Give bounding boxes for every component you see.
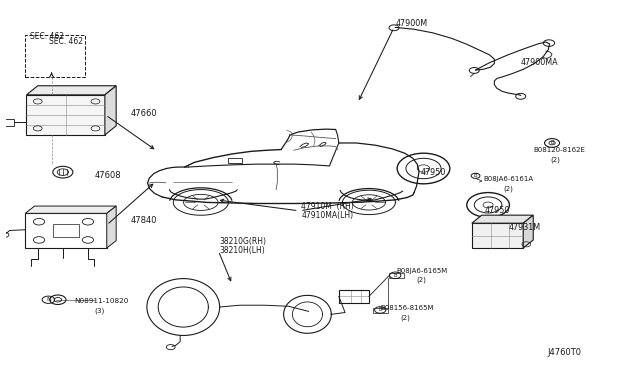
- Text: (2): (2): [551, 157, 561, 163]
- Bar: [339, 289, 369, 304]
- Text: B08156-8165M: B08156-8165M: [380, 305, 434, 311]
- Text: J4760T0: J4760T0: [547, 349, 581, 357]
- Bar: [472, 223, 524, 248]
- Text: 38210H(LH): 38210H(LH): [220, 246, 266, 256]
- Bar: [228, 158, 242, 163]
- Polygon shape: [25, 206, 116, 214]
- Bar: [3, 119, 14, 126]
- Bar: [54, 224, 79, 237]
- Text: 47660: 47660: [131, 109, 157, 118]
- Text: B: B: [474, 173, 477, 178]
- Text: 47931M: 47931M: [508, 224, 540, 232]
- Text: SEC. 462: SEC. 462: [49, 38, 83, 46]
- Bar: [25, 214, 107, 248]
- Text: (2): (2): [417, 277, 426, 283]
- Text: B: B: [550, 141, 554, 145]
- Text: 47608: 47608: [94, 171, 121, 180]
- Text: 47950: 47950: [484, 206, 509, 215]
- Text: (3): (3): [94, 307, 104, 314]
- Text: B08JA6-6165M: B08JA6-6165M: [397, 267, 448, 273]
- Text: 47910M  (RH): 47910M (RH): [301, 202, 354, 211]
- Text: 38210G(RH): 38210G(RH): [220, 237, 267, 246]
- Text: 47910MA(LH): 47910MA(LH): [301, 211, 353, 220]
- Bar: [26, 95, 105, 135]
- Text: B: B: [394, 273, 397, 278]
- Text: (2): (2): [504, 186, 514, 192]
- Polygon shape: [524, 215, 533, 248]
- Text: B08120-8162E: B08120-8162E: [533, 147, 585, 153]
- Text: N: N: [46, 297, 51, 302]
- Text: 47950: 47950: [420, 168, 445, 177]
- Text: 47900M: 47900M: [396, 19, 428, 28]
- Bar: [25, 35, 85, 77]
- Text: (2): (2): [400, 315, 410, 321]
- Polygon shape: [107, 206, 116, 248]
- Text: 47840: 47840: [131, 216, 157, 225]
- Polygon shape: [472, 215, 533, 223]
- Text: N08911-10820: N08911-10820: [74, 298, 129, 304]
- Text: B08JA6-6161A: B08JA6-6161A: [483, 176, 533, 182]
- Polygon shape: [105, 86, 116, 135]
- Text: 47900MA: 47900MA: [521, 58, 558, 67]
- Text: B: B: [378, 307, 382, 312]
- Text: SEC. 462: SEC. 462: [30, 32, 64, 41]
- Polygon shape: [26, 86, 116, 95]
